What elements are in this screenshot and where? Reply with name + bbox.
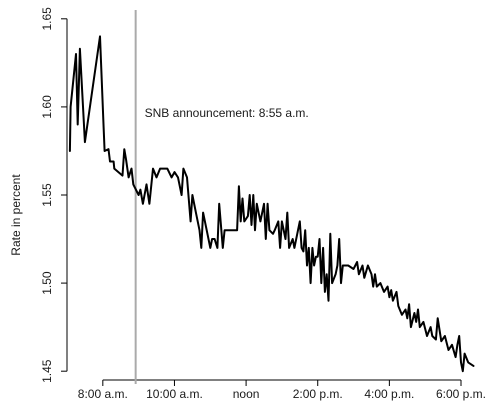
x-tick-label: 8:00 a.m. [78,387,128,401]
y-tick-label: 1.50 [40,271,54,295]
x-tick-label: 6:00 p.m. [436,387,486,401]
y-tick-label: 1.55 [40,183,54,207]
x-tick-label: 4:00 p.m. [364,387,414,401]
annotation-label: SNB announcement: 8:55 a.m. [145,106,309,120]
y-axis-ticks: 1.45 1.50 1.55 1.60 1.65 [40,7,67,383]
x-axis-ticks: 8:00 a.m. 10:00 a.m. noon 2:00 p.m. 4:00 p.m… [78,380,486,401]
y-axis-title: Rate in percent [9,174,23,256]
x-tick-label: 10:00 a.m. [146,387,203,401]
y-tick-label: 1.45 [40,359,54,383]
x-tick-label: 2:00 p.m. [293,387,343,401]
y-tick-label: 1.60 [40,95,54,119]
y-tick-label: 1.65 [40,7,54,31]
series-line-rate [68,35,475,373]
x-tick-label: noon [233,387,260,401]
axes [66,18,462,381]
